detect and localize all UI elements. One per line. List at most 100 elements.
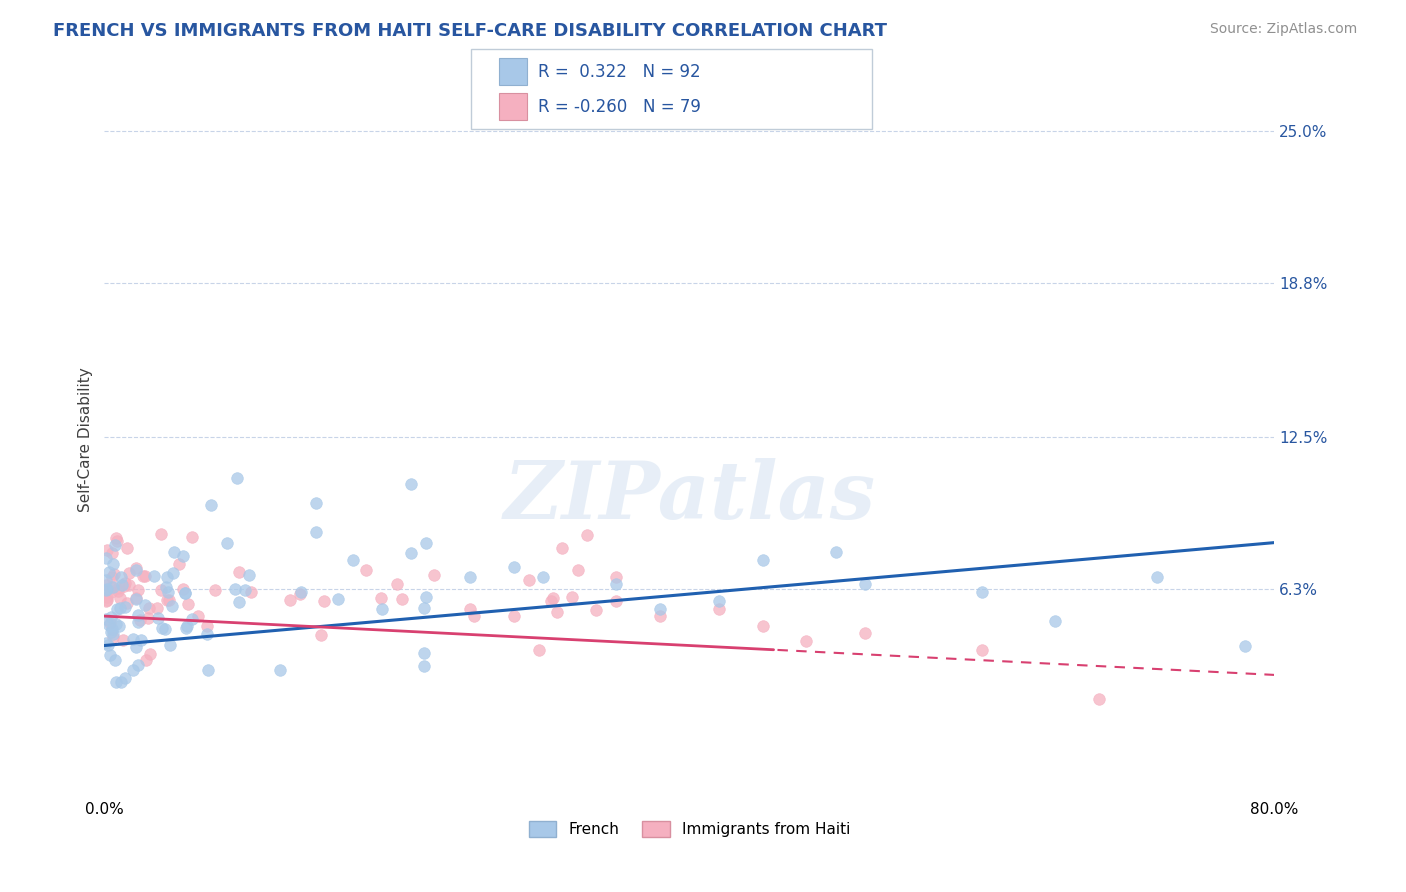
Point bbox=[415, 590, 437, 604]
Point bbox=[204, 582, 226, 597]
Point bbox=[561, 590, 583, 604]
Point bbox=[136, 611, 159, 625]
Point bbox=[167, 558, 190, 572]
Point bbox=[105, 601, 128, 615]
Text: Source: ZipAtlas.com: Source: ZipAtlas.com bbox=[1209, 22, 1357, 37]
Point bbox=[970, 584, 993, 599]
Point bbox=[650, 609, 672, 624]
Point bbox=[311, 628, 333, 642]
Point bbox=[458, 570, 481, 584]
Point bbox=[104, 652, 127, 666]
Point bbox=[195, 627, 218, 641]
Point bbox=[458, 601, 481, 615]
Point bbox=[110, 601, 132, 615]
Point bbox=[412, 646, 434, 660]
Point bbox=[94, 611, 117, 625]
Point bbox=[195, 618, 218, 632]
Point bbox=[463, 609, 485, 624]
Point bbox=[125, 591, 148, 606]
Point bbox=[181, 530, 204, 544]
Point bbox=[1088, 692, 1111, 706]
Point bbox=[278, 593, 301, 607]
Point bbox=[180, 611, 202, 625]
Point bbox=[157, 592, 180, 607]
Point bbox=[751, 553, 773, 567]
Point bbox=[305, 525, 328, 540]
Point bbox=[124, 640, 146, 654]
Point bbox=[503, 560, 526, 574]
Point bbox=[162, 599, 184, 613]
Point bbox=[98, 615, 121, 630]
Point bbox=[413, 601, 436, 615]
Point bbox=[415, 535, 437, 549]
Point bbox=[796, 633, 818, 648]
Point bbox=[157, 584, 180, 599]
Point bbox=[354, 563, 377, 577]
Point bbox=[101, 570, 124, 584]
Point bbox=[200, 498, 222, 512]
Point bbox=[149, 582, 172, 597]
Point bbox=[1043, 614, 1066, 628]
Point bbox=[134, 598, 156, 612]
Point bbox=[269, 663, 291, 677]
Point bbox=[174, 621, 197, 635]
Point bbox=[174, 586, 197, 600]
Point bbox=[605, 577, 627, 591]
Point bbox=[94, 594, 117, 608]
Point bbox=[399, 546, 422, 560]
Point bbox=[118, 566, 141, 580]
Point bbox=[100, 609, 122, 624]
Point bbox=[503, 609, 526, 624]
Point bbox=[326, 591, 349, 606]
Point bbox=[174, 585, 197, 599]
Point bbox=[101, 631, 124, 645]
Point bbox=[101, 622, 124, 636]
Point bbox=[105, 675, 128, 690]
Point bbox=[124, 561, 146, 575]
Point bbox=[233, 582, 256, 597]
Point bbox=[650, 601, 672, 615]
Text: R = -0.260   N = 79: R = -0.260 N = 79 bbox=[538, 98, 702, 116]
Point bbox=[1146, 570, 1168, 584]
Point bbox=[527, 643, 550, 657]
Point bbox=[853, 626, 876, 640]
Point bbox=[96, 590, 118, 604]
Point bbox=[391, 592, 413, 607]
Point bbox=[149, 527, 172, 541]
Point bbox=[117, 596, 139, 610]
Point bbox=[413, 659, 436, 673]
Point bbox=[853, 577, 876, 591]
Point bbox=[107, 581, 129, 595]
Text: FRENCH VS IMMIGRANTS FROM HAITI SELF-CARE DISABILITY CORRELATION CHART: FRENCH VS IMMIGRANTS FROM HAITI SELF-CAR… bbox=[53, 22, 887, 40]
Point bbox=[215, 535, 238, 549]
Point bbox=[172, 549, 194, 563]
Point bbox=[132, 569, 155, 583]
Point bbox=[163, 545, 186, 559]
Text: ZIPatlas: ZIPatlas bbox=[503, 458, 876, 536]
Point bbox=[94, 582, 117, 597]
Point bbox=[100, 585, 122, 599]
Point bbox=[104, 538, 127, 552]
Point bbox=[531, 570, 554, 584]
Point bbox=[94, 550, 117, 565]
Point bbox=[305, 496, 328, 510]
Point bbox=[138, 601, 160, 615]
Point bbox=[97, 617, 120, 632]
Point bbox=[107, 584, 129, 599]
Point bbox=[98, 566, 121, 580]
Point bbox=[159, 638, 181, 652]
Point bbox=[155, 570, 177, 584]
Point bbox=[824, 545, 846, 559]
Point bbox=[94, 573, 117, 587]
Point bbox=[239, 584, 262, 599]
Point bbox=[98, 648, 121, 662]
Point bbox=[100, 625, 122, 640]
Point bbox=[422, 567, 444, 582]
Point bbox=[118, 578, 141, 592]
Point bbox=[96, 542, 118, 557]
Point bbox=[238, 567, 260, 582]
Point bbox=[101, 580, 124, 594]
Point bbox=[177, 598, 200, 612]
Point bbox=[105, 531, 128, 545]
Point bbox=[551, 541, 574, 556]
